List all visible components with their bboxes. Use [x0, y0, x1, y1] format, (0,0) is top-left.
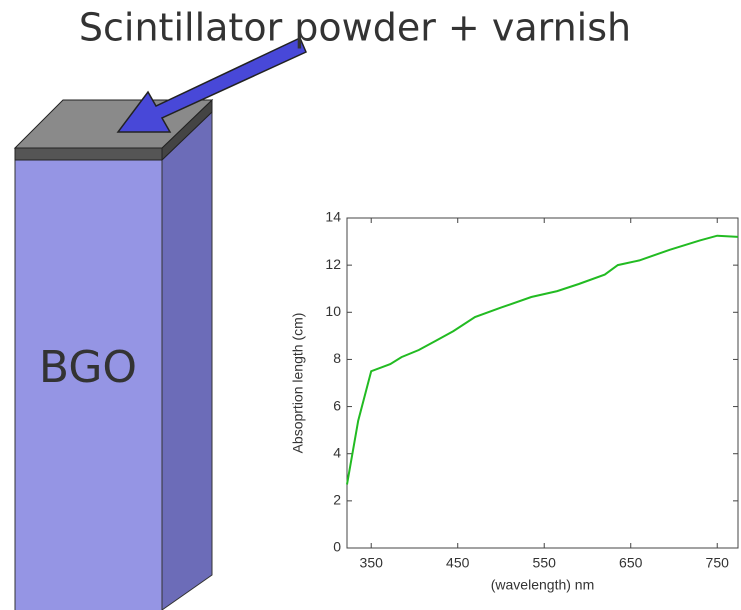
- y-tick-label: 4: [333, 444, 341, 460]
- cap-front: [14, 147, 163, 161]
- diagram-title: Scintillator powder + varnish: [79, 6, 631, 50]
- x-tick-label: 350: [360, 555, 384, 571]
- x-axis-label: (wavelength) nm: [491, 577, 595, 593]
- y-tick-label: 0: [333, 539, 341, 555]
- chart: 0 2 4 6 8 10 12 14 350 450 550 650 750 (wavelength) n…: [290, 209, 739, 593]
- y-tick-label: 6: [333, 397, 341, 413]
- data-line: [346, 234, 739, 485]
- x-tick-label: 750: [706, 555, 730, 571]
- x-tick-label: 450: [446, 555, 470, 571]
- block-front: [14, 159, 163, 610]
- y-tick-label: 14: [325, 209, 341, 225]
- arrow: [116, 36, 307, 133]
- plot-frame: [346, 217, 739, 549]
- x-tick-label: 550: [533, 555, 557, 571]
- y-tick-label: 2: [333, 492, 341, 508]
- block-label: BGO: [39, 342, 137, 393]
- y-tick-label: 8: [333, 350, 341, 366]
- y-tick-label: 10: [325, 303, 341, 319]
- y-axis-label: Absoprtion length (cm): [290, 313, 306, 454]
- x-tick-label: 650: [619, 555, 643, 571]
- y-tick-label: 12: [325, 256, 341, 272]
- block-side: [161, 110, 213, 610]
